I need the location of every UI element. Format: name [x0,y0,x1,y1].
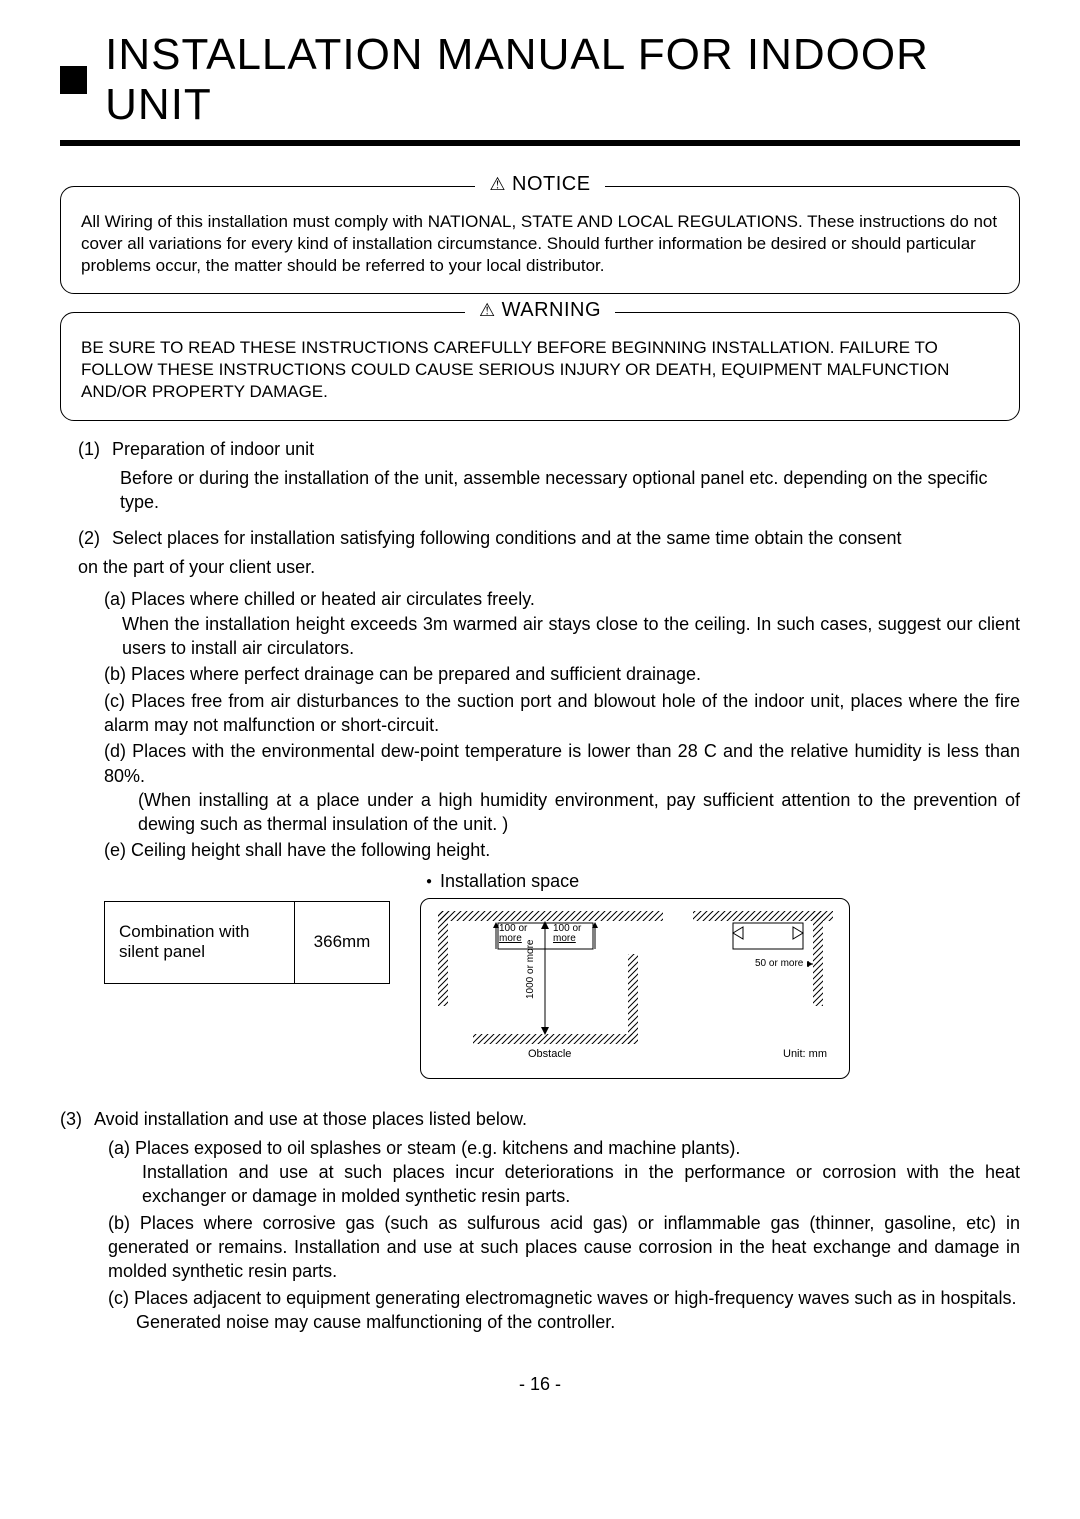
section3-num: (3) [60,1109,82,1130]
section2-num: (2) [78,528,100,549]
section3-a: (a) Places exposed to oil splashes or st… [108,1136,1020,1209]
title-row: INSTALLATION MANUAL FOR INDOOR UNIT [60,30,1020,130]
height-table-label: Combination with silent panel [105,901,295,983]
diagram-block: Installation space [420,871,1020,1079]
notice-text: All Wiring of this installation must com… [81,211,999,277]
notice-callout: NOTICE All Wiring of this installation m… [60,186,1020,294]
section1-heading-row: (1) Preparation of indoor unit [78,439,1020,460]
unit-label: Unit: mm [783,1048,827,1060]
section3-b: (b) Places where corrosive gas (such as … [108,1211,1020,1284]
diagram-caption: Installation space [426,871,1020,892]
section3-sublist: (a) Places exposed to oil splashes or st… [108,1136,1020,1334]
section1-num: (1) [78,439,100,460]
page-number: - 16 - [60,1374,1020,1395]
section2-sublist: (a) Places where chilled or heated air c… [104,587,1020,862]
title-underline [60,140,1020,146]
installation-space-diagram-icon: 100 or more 100 or more 1000 or more Obs… [433,909,839,1069]
main-title: INSTALLATION MANUAL FOR INDOOR UNIT [105,30,1020,130]
section2-heading2: on the part of your client user. [78,555,1020,579]
warning-label: WARNING [465,299,615,322]
height-table: Combination with silent panel 366mm [104,901,390,984]
dim-vert: 1000 or more [525,939,536,999]
section1-heading: Preparation of indoor unit [112,439,314,460]
section2-d-lead: (d) Places with the environmental dew-po… [104,741,1020,785]
dim-right-top2: more [553,933,576,944]
section3-c: (c) Places adjacent to equipment generat… [108,1286,1020,1335]
section2-e: (e) Ceiling height shall have the follow… [104,838,1020,862]
section2-d-cont: (When installing at a place under a high… [138,788,1020,837]
warning-callout: WARNING BE SURE TO READ THESE INSTRUCTIO… [60,312,1020,420]
section1-body: Before or during the installation of the… [120,466,1020,515]
section2-a: (a) Places where chilled or heated air c… [104,587,1020,660]
section2-c-text: (c) Places free from air disturbances to… [104,691,1020,735]
section2-d: (d) Places with the environmental dew-po… [104,739,1020,836]
section2-e-row: Combination with silent panel 366mm Inst… [60,871,1020,1079]
warning-label-wrap: WARNING [61,299,1019,322]
dim-50: 50 or more [755,958,804,969]
dim-left-top2: more [499,933,522,944]
section3-c-lead: (c) Places adjacent to equipment generat… [108,1288,1017,1308]
section2-c: (c) Places free from air disturbances to… [104,689,1020,738]
section3-c-cont: Generated noise may cause malfunctioning… [136,1310,1020,1334]
diagram-frame: 100 or more 100 or more 1000 or more Obs… [420,898,850,1079]
section2-heading-row: (2) Select places for installation satis… [78,528,1020,549]
section3-a-cont: Installation and use at such places incu… [142,1160,1020,1209]
title-bullet-icon [60,66,87,94]
section3-heading-row: (3) Avoid installation and use at those … [60,1109,1020,1130]
obstacle-label: Obstacle [528,1048,571,1060]
section3-a-lead: (a) Places exposed to oil splashes or st… [108,1138,740,1158]
section2-a-lead: (a) Places where chilled or heated air c… [104,589,535,609]
warning-text: BE SURE TO READ THESE INSTRUCTIONS CAREF… [81,337,999,403]
notice-label: NOTICE [475,173,604,196]
table-row: Combination with silent panel 366mm [105,901,390,983]
section3-heading: Avoid installation and use at those plac… [94,1109,527,1130]
section2-a-cont: When the installation height exceeds 3m … [122,612,1020,661]
section2-b: (b) Places where perfect drainage can be… [104,662,1020,686]
section2-heading: Select places for installation satisfyin… [112,528,901,549]
notice-label-wrap: NOTICE [61,173,1019,196]
page: INSTALLATION MANUAL FOR INDOOR UNIT NOTI… [0,0,1080,1435]
height-table-value: 366mm [295,901,390,983]
